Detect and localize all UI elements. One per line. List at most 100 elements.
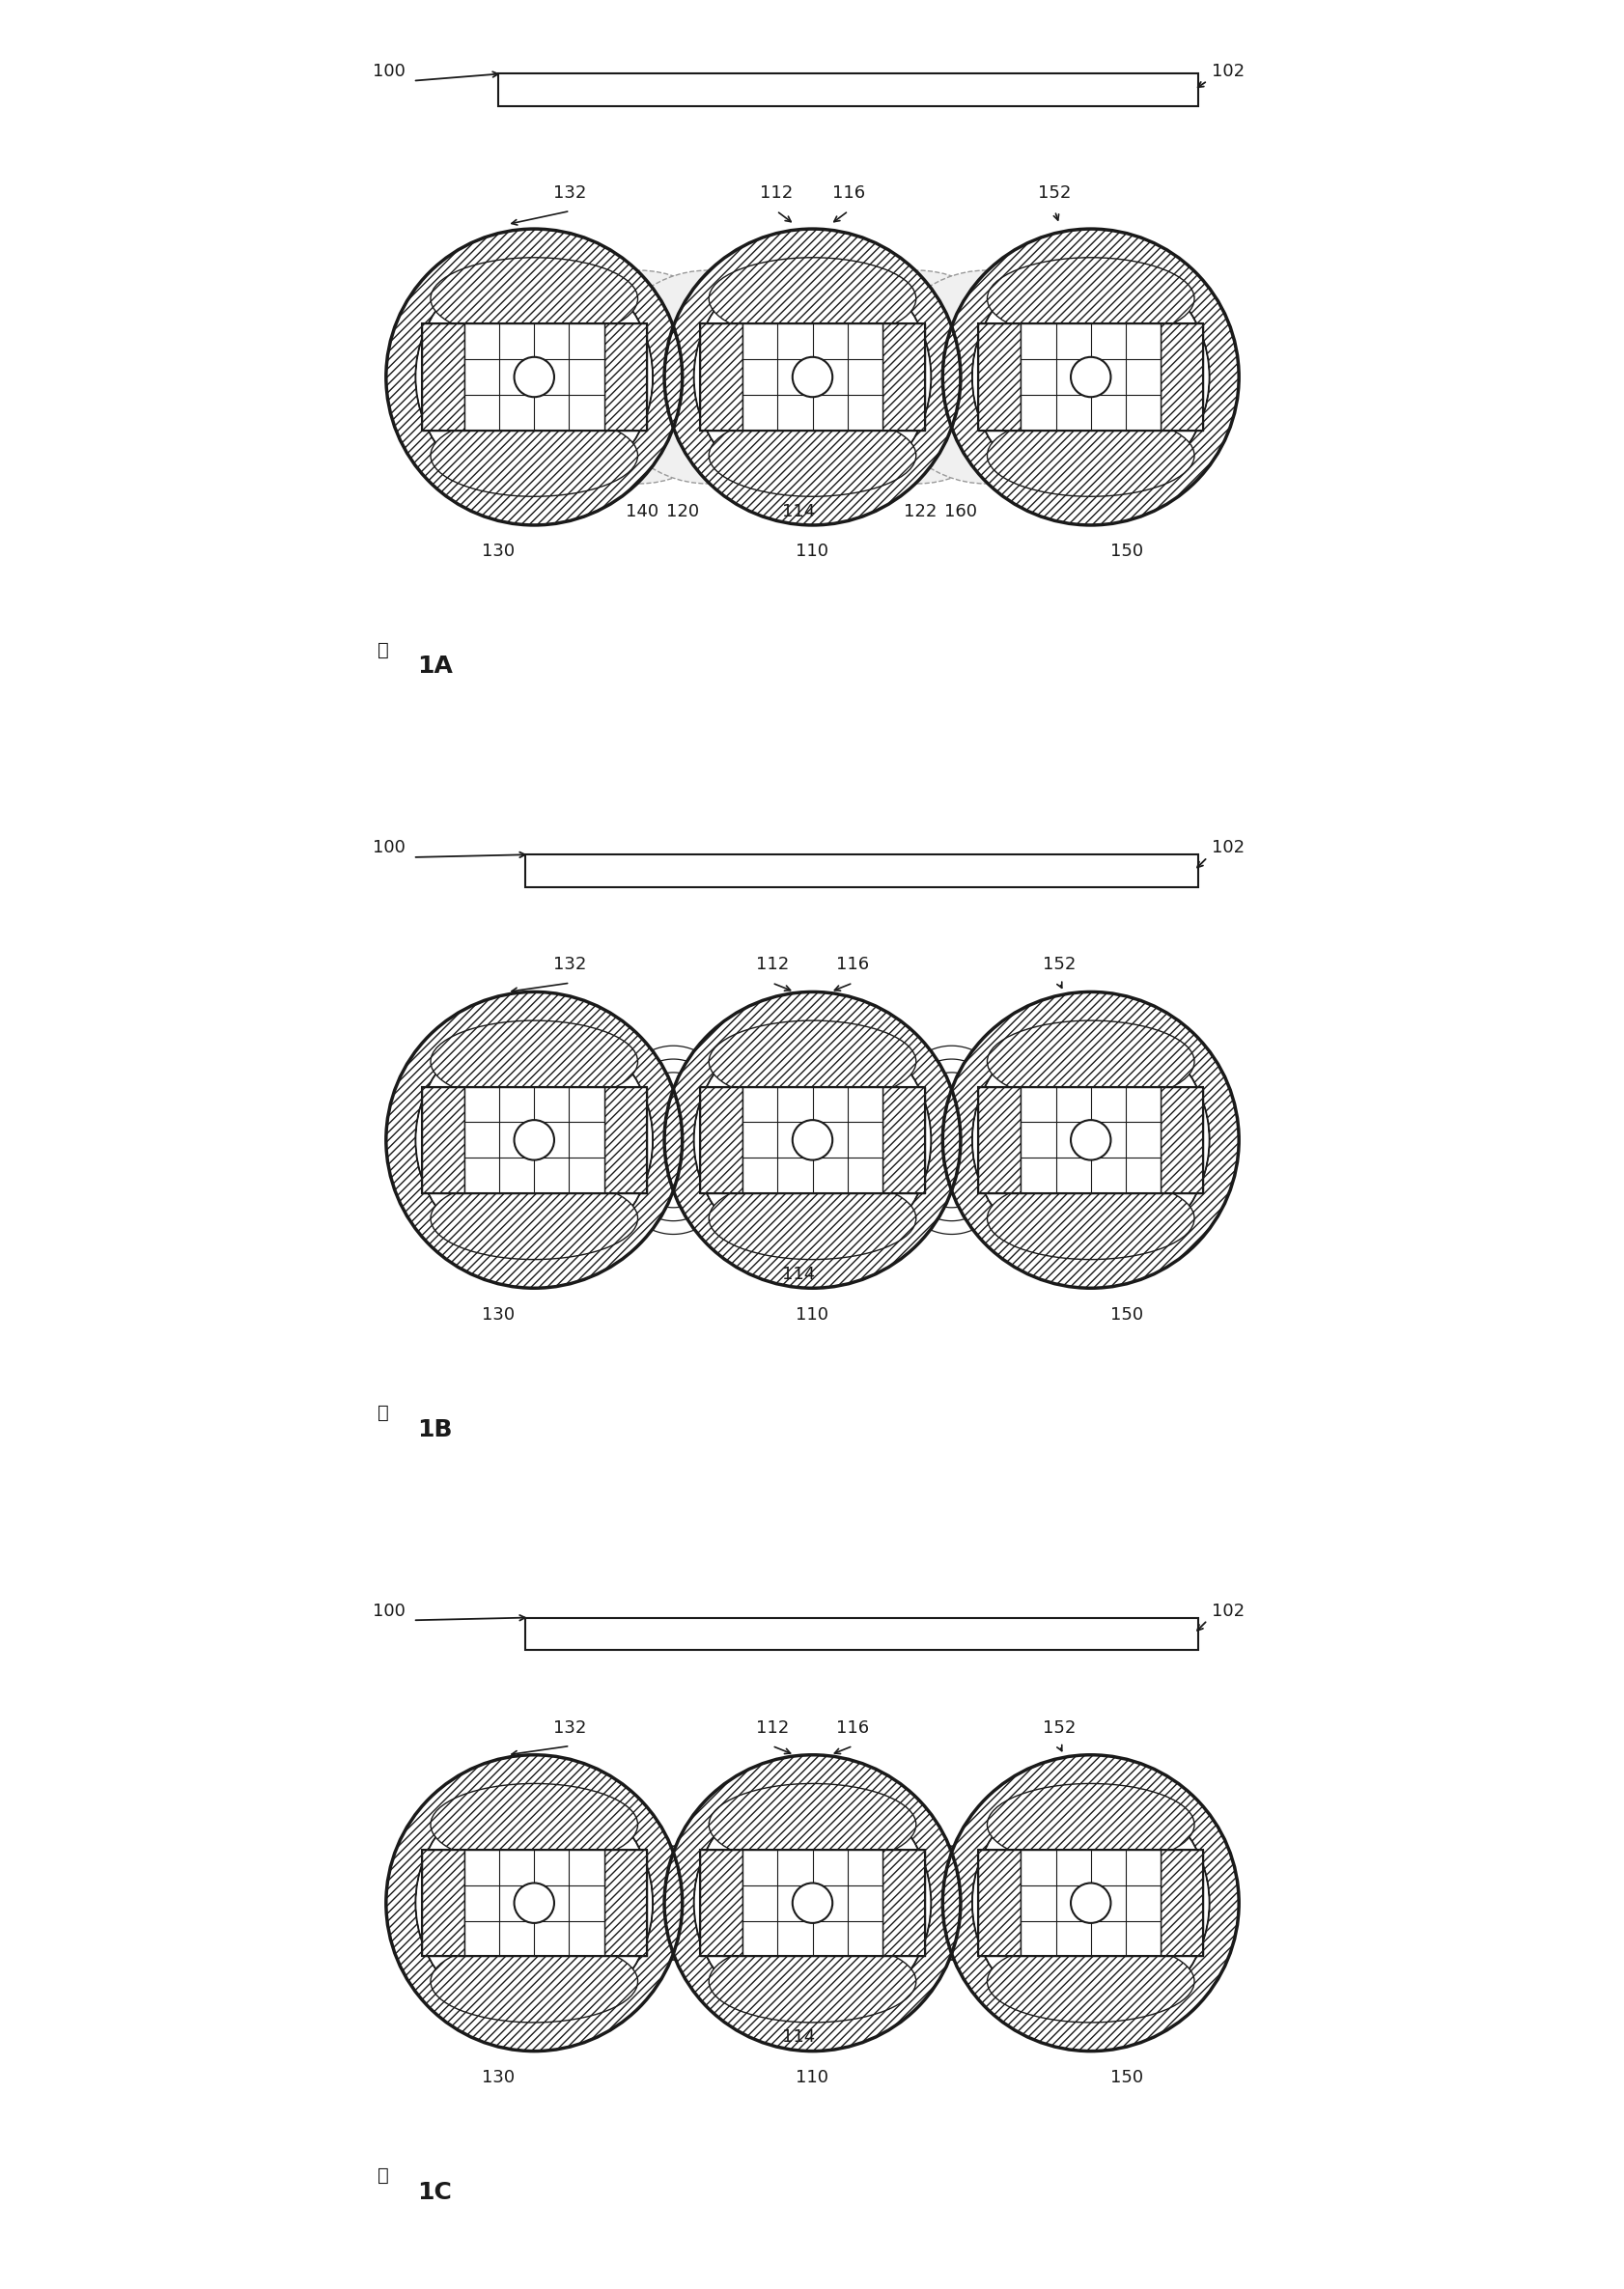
Bar [978,323,1020,430]
Text: 100: 100 [372,840,404,856]
Text: 150: 150 [1109,542,1143,561]
Text: 150: 150 [1109,2069,1143,2085]
Ellipse shape [898,1843,970,1891]
Ellipse shape [987,259,1194,339]
Circle shape [533,270,745,483]
Bar [700,323,742,430]
Ellipse shape [708,1941,916,2023]
Circle shape [513,357,554,396]
Text: 152: 152 [1038,183,1070,201]
Circle shape [416,259,651,494]
Bar [604,323,646,430]
Ellipse shape [934,1916,1004,1964]
Text: 102: 102 [1212,840,1244,856]
Text: 1C: 1C [417,2181,451,2204]
Bar [700,1087,924,1193]
Ellipse shape [430,1941,637,2023]
Bar [882,323,924,430]
Text: 132: 132 [554,957,586,973]
Bar [742,323,882,430]
Ellipse shape [708,1021,916,1103]
Text: 112: 112 [755,1719,788,1737]
Ellipse shape [620,1916,690,1964]
Ellipse shape [708,1177,916,1259]
Text: 102: 102 [1212,1602,1244,1621]
Bar [421,1850,464,1957]
Bar [700,323,924,430]
Circle shape [695,1023,929,1257]
Circle shape [416,1023,651,1257]
Circle shape [973,1785,1208,2021]
Bar [1020,1850,1160,1957]
Ellipse shape [987,1177,1194,1259]
Circle shape [513,1884,554,1923]
Text: 132: 132 [554,183,586,201]
Bar [978,1087,1020,1193]
Ellipse shape [987,1783,1194,1866]
Bar [978,1850,1203,1957]
Text: 100: 100 [372,62,404,80]
Text: 132: 132 [554,1719,586,1737]
Text: 116: 116 [836,1719,869,1737]
Text: 图: 图 [377,641,388,659]
Text: 122: 122 [903,504,937,520]
Ellipse shape [708,414,916,497]
Ellipse shape [867,1852,965,1955]
Circle shape [879,270,1091,483]
Text: 110: 110 [796,2069,828,2085]
Ellipse shape [430,259,637,339]
Text: 图: 图 [377,2168,388,2186]
Bar [525,1618,1199,1650]
Circle shape [695,1785,929,2021]
Ellipse shape [659,1852,757,1955]
Text: 152: 152 [1043,957,1075,973]
Bar [421,323,646,430]
Text: 130: 130 [481,1307,515,1323]
Circle shape [810,270,1023,483]
Bar [1020,323,1160,430]
Circle shape [601,270,814,483]
Ellipse shape [430,1783,637,1866]
Text: 116: 116 [836,957,869,973]
Circle shape [793,1884,831,1923]
Bar [421,1850,646,1957]
Bar [700,1850,742,1957]
Ellipse shape [654,1843,726,1891]
Bar [421,323,464,430]
Text: 1A: 1A [417,655,453,678]
Circle shape [973,1023,1208,1257]
Ellipse shape [430,1177,637,1259]
Ellipse shape [590,1852,685,1955]
Text: 图: 图 [377,1403,388,1421]
Bar [1160,323,1203,430]
Ellipse shape [987,1021,1194,1103]
Circle shape [416,1785,651,2021]
Bar [1160,1850,1203,1957]
Circle shape [1070,357,1111,396]
Text: 116: 116 [831,183,864,201]
Bar [742,1850,882,1957]
Bar [464,1850,604,1957]
Circle shape [695,259,929,494]
Circle shape [513,1119,554,1161]
Bar [978,323,1203,430]
Text: 114: 114 [783,504,815,520]
Ellipse shape [430,1021,637,1103]
Bar [1160,1087,1203,1193]
Circle shape [1070,1119,1111,1161]
Bar [421,1087,646,1193]
Bar [499,73,1199,105]
Text: 160: 160 [944,504,976,520]
Bar [464,1087,604,1193]
Bar [700,1850,924,1957]
Bar [742,1087,882,1193]
Text: 100: 100 [372,1602,404,1621]
Bar [464,323,604,430]
Ellipse shape [430,414,637,497]
Text: 130: 130 [481,2069,515,2085]
Ellipse shape [708,1783,916,1866]
Text: 114: 114 [783,1266,815,1284]
Circle shape [793,1119,831,1161]
Ellipse shape [620,1843,690,1891]
Bar [604,1087,646,1193]
